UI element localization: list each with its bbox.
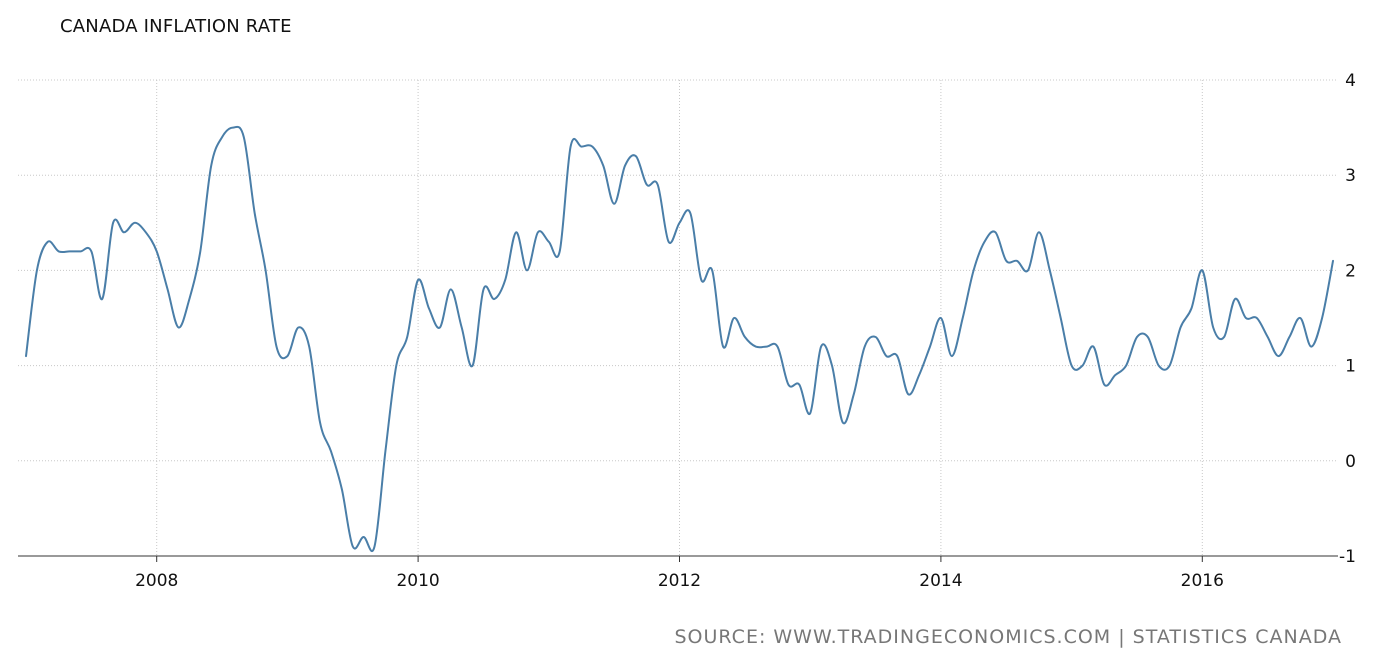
x-tick-label: 2010 (396, 571, 439, 591)
chart-title: CANADA INFLATION RATE (60, 16, 292, 37)
source-credit: SOURCE: WWW.TRADINGECONOMICS.COM | STATI… (674, 626, 1342, 648)
x-tick-label: 2014 (919, 571, 962, 591)
y-tick-label: -1 (1339, 547, 1356, 567)
y-tick-label: 1 (1345, 357, 1356, 377)
y-tick-label: 3 (1345, 166, 1356, 186)
grid-layer (18, 79, 1338, 557)
series-line (25, 125, 1334, 553)
x-tick-label: 2008 (135, 571, 178, 591)
axis-layer: 4 3 2 1 0 -1 2008 2010 2012 2014 2016 (135, 71, 1356, 591)
y-tick-label: 4 (1345, 71, 1356, 91)
x-tick-label: 2016 (1181, 571, 1224, 591)
y-tick-label: 0 (1345, 452, 1356, 472)
x-tick-label: 2012 (658, 571, 701, 591)
y-tick-label: 2 (1345, 261, 1356, 281)
series-layer (25, 125, 1334, 553)
